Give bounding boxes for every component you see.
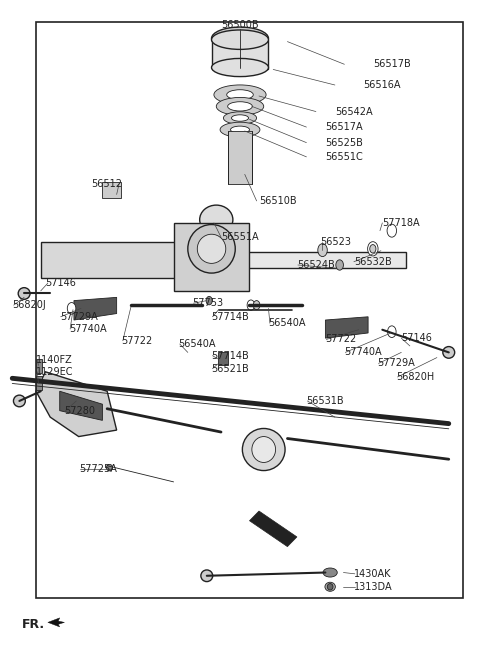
Ellipse shape [370,245,376,253]
Text: 57146: 57146 [46,278,76,288]
Ellipse shape [223,112,257,124]
Text: 56517B: 56517B [373,59,410,69]
Polygon shape [50,252,406,268]
Text: 57280: 57280 [64,406,96,416]
Ellipse shape [67,302,76,314]
Polygon shape [48,618,64,627]
Ellipse shape [252,437,276,462]
Polygon shape [325,317,368,338]
Ellipse shape [13,395,25,407]
Ellipse shape [443,347,455,358]
Text: 1313DA: 1313DA [354,582,393,592]
Ellipse shape [212,30,268,50]
Bar [36,375,42,390]
Bar [212,40,268,69]
Bar [102,182,121,199]
Ellipse shape [214,85,266,104]
Ellipse shape [387,224,396,237]
Ellipse shape [221,31,259,46]
Ellipse shape [227,89,253,100]
Text: 56525B: 56525B [325,138,363,148]
Text: 1140FZ: 1140FZ [36,355,73,365]
Ellipse shape [18,288,30,299]
Ellipse shape [253,300,260,310]
Text: 56524B: 56524B [297,260,335,270]
Bar [36,22,463,598]
Ellipse shape [212,59,268,76]
Ellipse shape [230,126,250,133]
Text: 56542A: 56542A [335,106,372,116]
Text: FR.: FR. [22,618,45,631]
Ellipse shape [336,260,343,270]
Polygon shape [41,242,202,278]
Ellipse shape [188,225,235,273]
Text: 56517A: 56517A [325,122,363,132]
Text: 56510B: 56510B [259,196,297,206]
Text: 57146: 57146 [401,333,432,343]
Ellipse shape [247,300,255,310]
Ellipse shape [212,27,268,50]
Text: 57722: 57722 [121,336,153,345]
Ellipse shape [231,115,249,121]
Ellipse shape [387,326,396,338]
Text: 1430AK: 1430AK [354,569,391,579]
Text: 56540A: 56540A [179,339,216,349]
Ellipse shape [107,464,113,471]
Ellipse shape [206,296,212,305]
Polygon shape [36,372,117,437]
Ellipse shape [325,582,336,592]
Polygon shape [60,391,102,421]
Ellipse shape [201,570,213,582]
Ellipse shape [323,568,337,577]
Text: 56540A: 56540A [268,318,306,328]
Text: 57714B: 57714B [212,311,249,322]
Text: 56523: 56523 [321,237,352,247]
Text: 57725A: 57725A [79,464,117,474]
Text: 57729A: 57729A [60,311,97,322]
Ellipse shape [200,205,233,234]
Ellipse shape [368,242,378,256]
Text: 56551A: 56551A [221,232,259,242]
Ellipse shape [197,234,226,263]
Bar [228,131,252,184]
Text: 56512: 56512 [92,179,123,189]
Text: 56820J: 56820J [12,300,46,310]
Text: 56820H: 56820H [396,372,435,382]
Text: 57740A: 57740A [344,347,382,357]
Text: 56551C: 56551C [325,152,363,162]
Text: 1129EC: 1129EC [36,367,73,377]
Bar [218,353,228,365]
Text: 57718A: 57718A [383,218,420,228]
Text: 56516A: 56516A [363,80,401,90]
Polygon shape [250,511,297,547]
Text: 57753: 57753 [192,298,224,308]
Ellipse shape [216,97,264,116]
Ellipse shape [228,102,252,111]
Text: 56521B: 56521B [212,364,249,374]
Text: 56500B: 56500B [221,20,259,31]
Ellipse shape [220,122,260,137]
Polygon shape [74,297,117,320]
Bar [36,359,42,373]
Text: 57729A: 57729A [378,358,415,368]
Text: 57714B: 57714B [212,351,249,360]
Text: 56532B: 56532B [354,257,392,267]
Ellipse shape [242,428,285,471]
Ellipse shape [318,244,327,257]
Polygon shape [174,223,250,291]
Text: 57722: 57722 [325,334,357,344]
Text: 56531B: 56531B [306,396,344,406]
Text: 57740A: 57740A [69,324,107,334]
Ellipse shape [327,584,333,590]
